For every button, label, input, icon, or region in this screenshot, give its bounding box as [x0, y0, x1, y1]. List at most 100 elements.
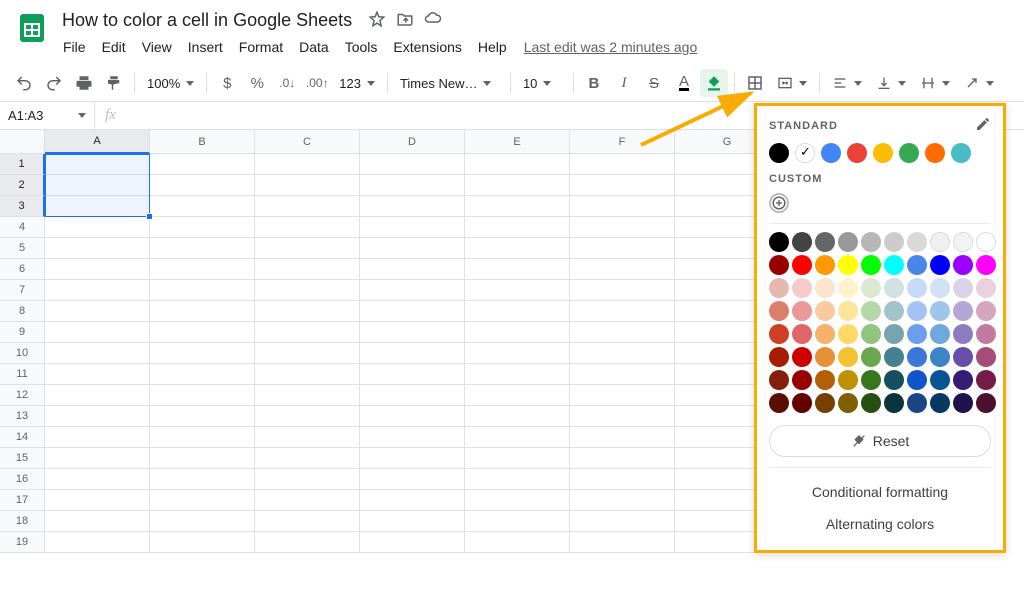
color-swatch[interactable] [953, 278, 973, 298]
color-swatch[interactable] [769, 370, 789, 390]
bold-button[interactable]: B [580, 69, 608, 97]
color-swatch[interactable] [815, 255, 835, 275]
cell[interactable] [45, 427, 150, 448]
cell[interactable] [45, 385, 150, 406]
cell[interactable] [360, 469, 465, 490]
color-swatch[interactable] [861, 370, 881, 390]
cell[interactable] [570, 343, 675, 364]
merge-button[interactable] [771, 69, 813, 97]
cell[interactable] [360, 301, 465, 322]
cell[interactable] [360, 280, 465, 301]
color-swatch[interactable] [873, 143, 893, 163]
cell[interactable] [150, 196, 255, 217]
cell[interactable] [255, 322, 360, 343]
cell[interactable] [150, 406, 255, 427]
color-swatch[interactable] [976, 393, 996, 413]
row-header[interactable]: 5 [0, 238, 45, 259]
percent-button[interactable]: % [243, 69, 271, 97]
cell[interactable] [570, 238, 675, 259]
color-swatch[interactable] [838, 324, 858, 344]
color-swatch[interactable] [953, 255, 973, 275]
color-swatch[interactable] [976, 301, 996, 321]
color-swatch[interactable] [861, 393, 881, 413]
cell[interactable] [255, 469, 360, 490]
color-swatch[interactable] [821, 143, 841, 163]
cell[interactable] [360, 511, 465, 532]
color-swatch[interactable] [884, 393, 904, 413]
cell[interactable] [150, 217, 255, 238]
cell[interactable] [465, 196, 570, 217]
cell[interactable] [255, 406, 360, 427]
print-button[interactable] [70, 69, 98, 97]
color-swatch[interactable] [792, 232, 812, 252]
color-swatch[interactable] [907, 278, 927, 298]
cell[interactable] [255, 448, 360, 469]
row-header[interactable]: 17 [0, 490, 45, 511]
color-swatch[interactable] [769, 393, 789, 413]
color-swatch[interactable] [976, 232, 996, 252]
cell[interactable] [465, 217, 570, 238]
color-swatch[interactable] [953, 324, 973, 344]
select-all-corner[interactable] [0, 130, 45, 154]
fill-color-button[interactable] [700, 69, 728, 97]
undo-button[interactable] [10, 69, 38, 97]
color-swatch[interactable] [861, 255, 881, 275]
row-header[interactable]: 14 [0, 427, 45, 448]
conditional-formatting-link[interactable]: Conditional formatting [769, 476, 991, 508]
color-swatch[interactable] [925, 143, 945, 163]
color-swatch[interactable] [769, 232, 789, 252]
cell[interactable] [360, 364, 465, 385]
cell[interactable] [360, 175, 465, 196]
color-swatch[interactable] [769, 143, 789, 163]
move-icon[interactable] [396, 10, 414, 31]
color-swatch[interactable] [976, 370, 996, 390]
paint-format-button[interactable] [100, 69, 128, 97]
document-title[interactable]: How to color a cell in Google Sheets [56, 8, 358, 33]
color-swatch[interactable] [815, 232, 835, 252]
color-swatch[interactable] [838, 393, 858, 413]
cell[interactable] [255, 364, 360, 385]
number-format-select[interactable]: 123 [333, 69, 381, 97]
color-swatch[interactable] [907, 232, 927, 252]
color-swatch[interactable] [861, 347, 881, 367]
menu-tools[interactable]: Tools [338, 35, 385, 59]
cell[interactable] [360, 259, 465, 280]
sheets-logo[interactable] [12, 8, 52, 48]
valign-button[interactable] [870, 69, 912, 97]
cell[interactable] [45, 406, 150, 427]
cell[interactable] [465, 175, 570, 196]
color-swatch[interactable] [907, 255, 927, 275]
cell[interactable] [465, 322, 570, 343]
redo-button[interactable] [40, 69, 68, 97]
color-swatch[interactable] [884, 255, 904, 275]
row-header[interactable]: 1 [0, 154, 45, 175]
cell[interactable] [360, 427, 465, 448]
row-header[interactable]: 16 [0, 469, 45, 490]
row-header[interactable]: 4 [0, 217, 45, 238]
cell[interactable] [570, 175, 675, 196]
borders-button[interactable] [741, 69, 769, 97]
color-swatch[interactable] [953, 370, 973, 390]
color-swatch[interactable] [769, 278, 789, 298]
italic-button[interactable]: I [610, 69, 638, 97]
cell[interactable] [360, 238, 465, 259]
cell[interactable] [150, 238, 255, 259]
cell[interactable] [255, 301, 360, 322]
cell[interactable] [45, 490, 150, 511]
color-swatch[interactable] [951, 143, 971, 163]
cell[interactable] [255, 385, 360, 406]
color-swatch[interactable] [976, 347, 996, 367]
menu-edit[interactable]: Edit [95, 35, 133, 59]
row-header[interactable]: 6 [0, 259, 45, 280]
cell[interactable] [570, 469, 675, 490]
color-swatch[interactable] [907, 347, 927, 367]
row-header[interactable]: 18 [0, 511, 45, 532]
color-swatch[interactable] [861, 324, 881, 344]
cell[interactable] [255, 196, 360, 217]
wrap-button[interactable] [914, 69, 956, 97]
cell[interactable] [465, 490, 570, 511]
cell[interactable] [465, 427, 570, 448]
cell[interactable] [45, 259, 150, 280]
color-swatch[interactable] [792, 324, 812, 344]
color-swatch[interactable] [815, 301, 835, 321]
